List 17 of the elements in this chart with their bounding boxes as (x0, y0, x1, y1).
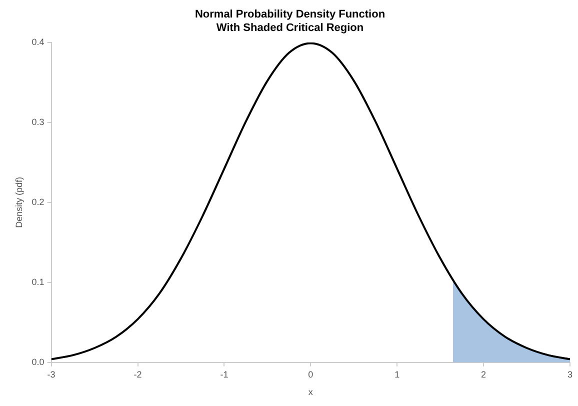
x-tick-label: 2 (481, 369, 486, 380)
line-series (51, 42, 570, 360)
y-tick-label: 0.1 (32, 276, 44, 287)
x-tick-label: -3 (47, 369, 56, 380)
x-axis-title: x (308, 387, 314, 398)
x-tick-label: 3 (567, 369, 573, 380)
x-tick-label: -2 (134, 369, 142, 380)
x-tick-label: -1 (220, 369, 228, 380)
y-axis-title: Density (pdf) (14, 176, 24, 228)
y-tick-label: 0.2 (32, 196, 44, 207)
chart-subtitle: With Shaded Critical Region (216, 22, 364, 34)
y-tick-label: 0.4 (32, 36, 44, 47)
y-tick-label: 0.0 (32, 356, 44, 367)
y-tick-label: 0.3 (32, 116, 44, 127)
x-tick-label: 1 (394, 369, 400, 380)
chart-title: Normal Probability Density Function (194, 8, 386, 21)
x-tick-label: 0 (308, 369, 314, 380)
